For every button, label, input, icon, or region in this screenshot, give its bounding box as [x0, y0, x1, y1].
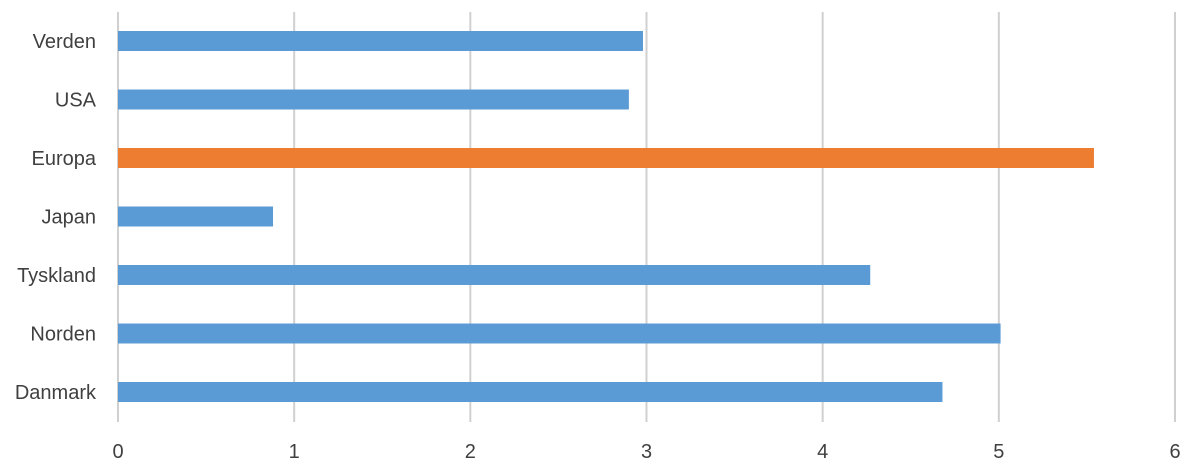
bar-danmark [118, 382, 943, 402]
x-tick-label-5: 5 [993, 441, 1004, 463]
x-tick-label-3: 3 [641, 441, 652, 463]
category-label-tyskland: Tyskland [17, 265, 96, 287]
bar-europa [118, 148, 1094, 168]
bars [118, 31, 1094, 402]
category-label-europa: Europa [32, 148, 97, 170]
x-tick-label-2: 2 [465, 441, 476, 463]
bar-usa [118, 89, 629, 110]
category-label-usa: USA [55, 90, 97, 112]
category-label-norden: Norden [30, 324, 96, 346]
bar-tyskland [118, 265, 871, 285]
bar-japan [118, 206, 274, 227]
category-label-danmark: Danmark [15, 382, 97, 404]
x-tick-label-6: 6 [1169, 441, 1180, 463]
category-label-japan: Japan [42, 207, 97, 229]
x-tick-label-4: 4 [817, 441, 828, 463]
category-label-verden: Verden [33, 31, 96, 53]
bar-norden [118, 323, 1001, 344]
x-axis-tick-labels: 0 1 2 3 4 5 6 [112, 441, 1180, 463]
bar-verden [118, 31, 643, 51]
category-labels: Verden USA Europa Japan Tyskland Norden Danmar… [15, 31, 97, 404]
x-tick-label-1: 1 [289, 441, 300, 463]
x-tick-label-0: 0 [112, 441, 123, 463]
grid-lines [117, 12, 1176, 422]
